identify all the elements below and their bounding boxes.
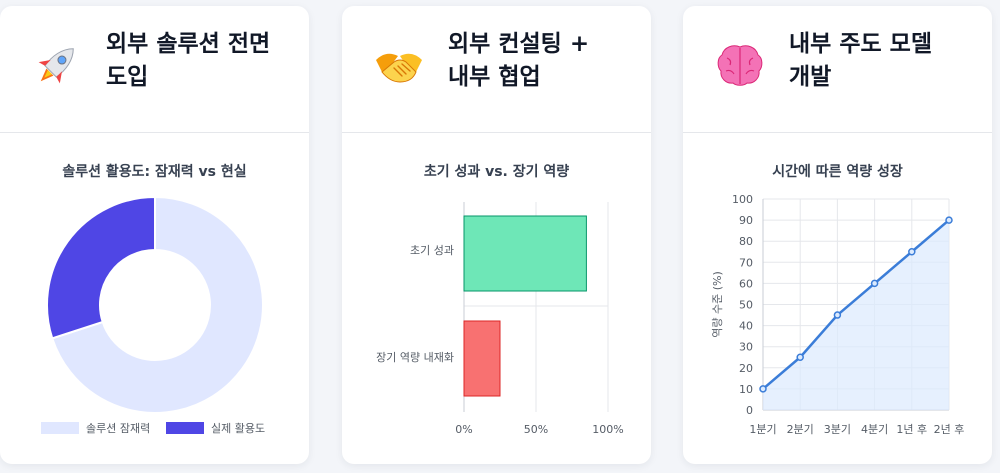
x-tick-label: 2년 후	[934, 423, 965, 436]
series-line	[762, 219, 950, 390]
card-header: 내부 주도 모델 개발	[683, 6, 992, 133]
category-label: 초기 성과	[410, 244, 454, 257]
y-tick-label: 0	[746, 404, 753, 417]
card-header: 외부 컨설팅 + 내부 협업	[342, 6, 651, 133]
legend-swatch	[41, 422, 79, 434]
y-tick-label: 70	[739, 256, 753, 269]
x-tick-label: 0%	[455, 423, 472, 436]
option-card-internal-model: 내부 주도 모델 개발 시간에 따른 역량 성장 0 10 20 30 40 50 60 70…	[683, 6, 992, 464]
y-tick-label: 90	[739, 214, 753, 227]
y-tick-label: 40	[739, 320, 753, 333]
x-tick-label: 1년 후	[896, 423, 927, 436]
legend-label: 실제 활용도	[211, 421, 265, 435]
data-point	[870, 279, 879, 288]
data-point	[908, 248, 916, 256]
card-title: 외부 솔루션 전면 도입	[106, 31, 271, 90]
donut-chart: 솔루션 잠재력 실제 활용도	[41, 195, 265, 435]
x-tick-label: 2분기	[787, 423, 814, 436]
card-title: 외부 컨설팅 + 내부 협업	[448, 31, 590, 90]
chart-title: 시간에 따른 역량 성장	[772, 164, 903, 180]
y-tick-label: 60	[739, 277, 753, 290]
x-tick-label: 50%	[524, 423, 548, 436]
x-tick-label: 100%	[592, 423, 623, 436]
rocket-icon	[38, 48, 74, 84]
y-tick-label: 50	[739, 299, 753, 312]
donut-slice	[51, 195, 264, 414]
brain-icon	[717, 45, 763, 86]
chart-title: 초기 성과 vs. 장기 역량	[423, 164, 570, 180]
data-point	[945, 216, 953, 224]
card-header: 외부 솔루션 전면 도입	[0, 6, 309, 133]
y-tick-label: 20	[739, 362, 753, 375]
x-tick-label: 1분기	[749, 423, 776, 436]
option-card-external-solution: 외부 솔루션 전면 도입 솔루션 활용도: 잠재력 vs 현실 솔루션 잠재력 실…	[0, 6, 309, 464]
x-tick-label: 3분기	[824, 423, 851, 436]
donut-slice	[46, 195, 156, 340]
card-title: 내부 주도 모델 개발	[789, 31, 932, 90]
data-point	[833, 311, 842, 319]
data-point	[796, 353, 804, 361]
x-tick-label: 4분기	[861, 423, 888, 436]
series-area	[763, 220, 949, 410]
y-tick-label: 100	[732, 193, 753, 206]
legend-label: 솔루션 잠재력	[86, 422, 150, 435]
bar	[463, 320, 501, 397]
y-tick-label: 80	[739, 235, 753, 248]
handshake-icon	[376, 53, 422, 83]
line-chart: 0 10 20 30 40 50 60 70 80 90 100 1분기 2분기 3분기 4분기 1년 후 2년…	[711, 193, 965, 436]
legend-swatch	[166, 422, 204, 434]
chart-title: 솔루션 활용도: 잠재력 vs 현실	[62, 164, 247, 180]
y-tick-label: 30	[739, 341, 753, 354]
y-axis-label: 역량 수준 (%)	[711, 271, 724, 338]
data-point	[759, 385, 767, 393]
category-label: 장기 역량 내재화	[376, 351, 454, 364]
y-tick-label: 10	[739, 383, 753, 396]
bar	[463, 215, 587, 292]
